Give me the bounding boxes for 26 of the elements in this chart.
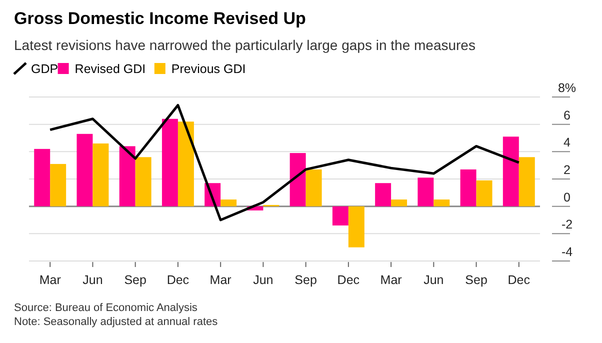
y-tick-label: -4	[561, 245, 573, 259]
y-tick-label: 2	[564, 163, 571, 177]
x-tick-label: Jun	[424, 273, 444, 287]
y-tick-label: 0	[564, 190, 571, 204]
x-tick-label: Mar	[380, 273, 402, 287]
x-tick-label: Dec	[508, 273, 530, 287]
legend-label: Previous GDI	[171, 62, 246, 76]
source-note: Source: Bureau of Economic Analysis	[14, 302, 198, 314]
chart-title: Gross Domestic Income Revised Up	[14, 9, 306, 28]
x-tick-label: Sep	[294, 273, 317, 287]
legend-label: Revised GDI	[74, 62, 146, 76]
legend-label: GDP	[31, 62, 58, 76]
x-tick-label: Jun	[253, 273, 274, 287]
x-tick-label: Dec	[337, 273, 360, 287]
y-tick-label: 6	[564, 108, 571, 122]
x-tick-label: Mar	[39, 273, 61, 287]
x-tick-label: Jun	[82, 273, 103, 287]
y-tick-label: -2	[561, 218, 573, 232]
x-tick-label: Mar	[210, 273, 232, 287]
x-tick-label: Sep	[124, 273, 146, 287]
y-tick-label: 4	[564, 136, 571, 150]
text: Note: Seasonally adjusted at annual rates	[14, 316, 218, 328]
chart-subtitle: Latest revisions have narrowed the particularly large gaps in the measures	[14, 37, 476, 53]
y-tick-label: 8%	[558, 81, 576, 95]
x-tick-label: Dec	[166, 273, 190, 287]
x-tick-label: Sep	[465, 273, 488, 287]
